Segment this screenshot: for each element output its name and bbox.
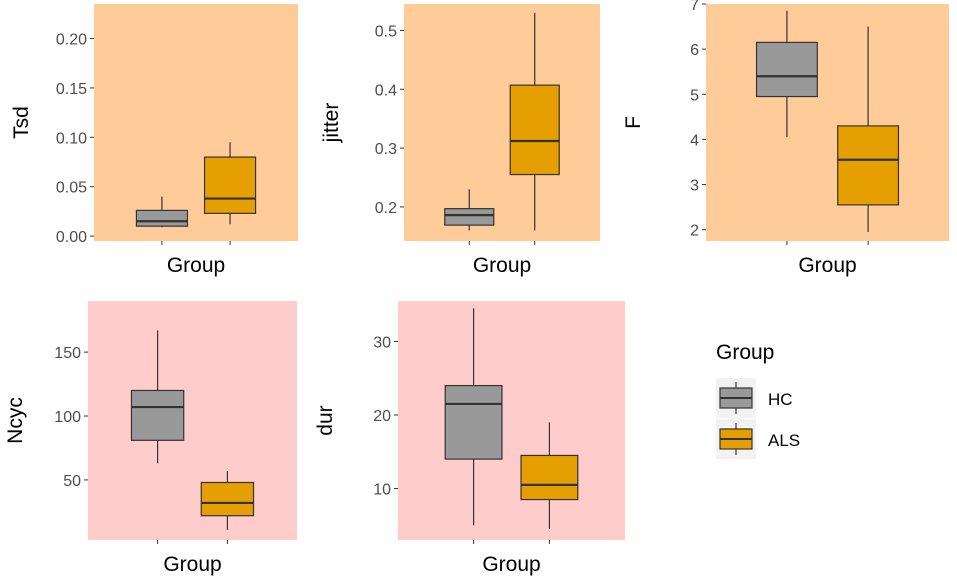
y-tick-label: 50 [63, 473, 81, 490]
y-tick-label: 2 [690, 223, 699, 240]
legend-key-als [716, 419, 756, 459]
box-iqr [135, 209, 189, 227]
panel-background [398, 301, 625, 540]
y-tick-label: 5 [690, 87, 699, 104]
panel-tsd: 0.00 0.05 0.10 0.15 0.20 Tsd Group [10, 4, 298, 277]
y-axis-label: Tsd [10, 106, 33, 139]
box-iqr [130, 389, 185, 441]
box-als [203, 142, 257, 225]
x-axis-label: Group [798, 254, 856, 277]
y-tick-label: 150 [54, 345, 81, 362]
x-axis-label: Group [482, 553, 540, 576]
legend-key-hc [716, 378, 756, 418]
box-hc [444, 189, 495, 231]
box-iqr [200, 481, 255, 517]
y-tick-label: 3 [690, 178, 699, 195]
box-als [837, 26, 900, 232]
panels: 0.00 0.05 0.10 0.15 0.20 Tsd Group 0.2 0.3 0.4 0.5… [4, 0, 949, 576]
legend-label-als: ALS [768, 431, 800, 450]
x-axis-label: Group [167, 254, 225, 277]
x-axis-label: Group [473, 254, 531, 277]
legend-label-hc: HC [768, 390, 793, 409]
panel-jitter: 0.2 0.3 0.4 0.5 jitter Group [320, 4, 600, 277]
y-tick-label: 4 [690, 132, 699, 149]
box-als [200, 470, 255, 530]
box-hc [444, 308, 503, 526]
box-als [509, 12, 560, 231]
box-hc [755, 10, 818, 138]
y-tick-label: 0.10 [56, 130, 87, 147]
x-axis-label: Group [163, 553, 221, 576]
panel-background [94, 4, 298, 241]
y-tick-label: 0.15 [56, 81, 87, 98]
y-tick-label: 0.5 [375, 23, 397, 40]
box-iqr [520, 454, 579, 501]
y-tick-label: 6 [690, 42, 699, 59]
panel-dur: 10 20 30 dur Group [314, 301, 625, 576]
legend-title: Group [716, 341, 774, 364]
y-tick-label: 20 [373, 408, 391, 425]
box-hc [130, 330, 185, 464]
y-tick-label: 10 [373, 482, 391, 499]
legend: Group HC ALS [716, 341, 800, 459]
panel-f: 2 3 4 5 6 7 F Group [622, 0, 949, 277]
box-als [520, 422, 579, 529]
y-tick-label: 0.4 [375, 82, 397, 99]
y-axis-label: jitter [320, 103, 343, 144]
panel-background [404, 4, 600, 241]
box-iqr [509, 84, 560, 176]
box-iqr [444, 384, 503, 460]
y-axis-label: F [622, 116, 645, 129]
y-axis-label: Ncyc [4, 397, 27, 444]
panel-ncyc: 50 100 150 Ncyc Group [4, 301, 297, 576]
y-tick-label: 0.3 [375, 141, 397, 158]
y-axis-label: dur [314, 405, 337, 435]
box-iqr [837, 125, 900, 206]
box-iqr [755, 41, 818, 98]
panel-background [88, 301, 297, 540]
y-tick-label: 0.00 [56, 229, 87, 246]
y-tick-label: 0.05 [56, 180, 87, 197]
y-tick-label: 0.2 [375, 200, 397, 217]
y-tick-label: 30 [373, 334, 391, 351]
panel-background [706, 4, 949, 241]
y-tick-label: 100 [54, 409, 81, 426]
box-iqr [444, 208, 495, 226]
box-iqr [203, 156, 257, 214]
y-tick-label: 7 [690, 0, 699, 14]
box-hc [135, 196, 189, 228]
y-tick-label: 0.20 [56, 32, 87, 49]
